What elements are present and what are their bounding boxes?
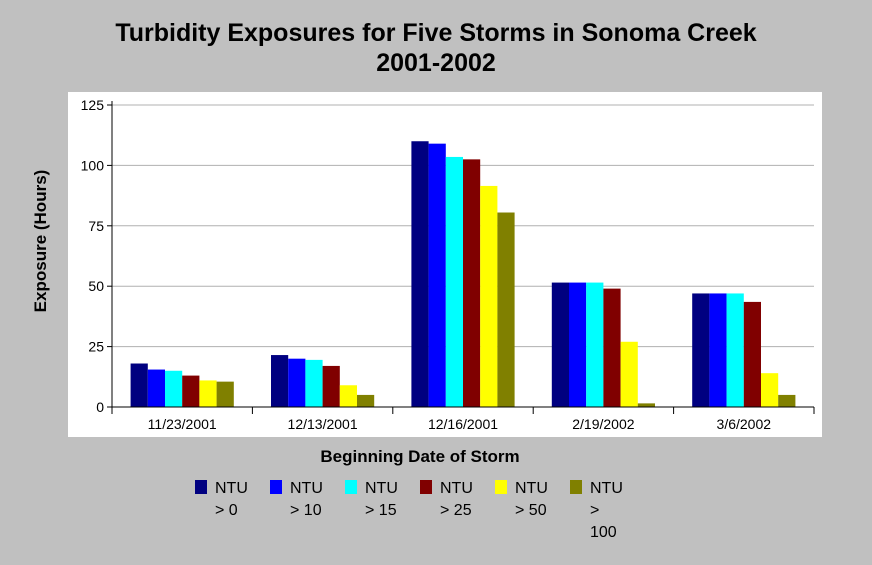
bar [182, 375, 200, 407]
chart-title-line: Turbidity Exposures for Five Storms in S… [115, 19, 757, 47]
legend-swatch [270, 480, 282, 494]
legend-label-line: NTU [215, 480, 248, 497]
bar [305, 359, 323, 407]
bar [637, 403, 655, 407]
legend-swatch [420, 480, 432, 494]
bar [692, 293, 710, 407]
x-tick-label: 12/13/2001 [288, 416, 358, 432]
bar [743, 301, 761, 407]
y-tick-label: 125 [81, 97, 105, 113]
bar [445, 156, 463, 407]
bar [463, 159, 481, 407]
bar [428, 143, 446, 407]
legend-label: NTU > 25 [440, 478, 486, 522]
bar [761, 373, 779, 407]
legend-label-line: 100 [590, 524, 617, 541]
y-axis-label: Exposure (Hours) [31, 169, 50, 313]
legend-item: NTU > 50 [493, 478, 563, 544]
legend-label: NTU > 0 [215, 478, 261, 522]
bar [199, 380, 217, 407]
legend-label-line: > 10 [290, 502, 322, 519]
legend-label-line: NTU [590, 480, 623, 497]
legend-item: NTU > 25 [418, 478, 488, 544]
legend-swatch [195, 480, 207, 494]
chart-svg: 0 25 50 75 100 125 11/23/2001 12/13/2001 12/16/2… [81, 97, 815, 432]
bar [620, 341, 638, 407]
legend: NTU > 0 NTU > 10 NTU > 15 NTU > 25 NTU > 50 NTU >10… [193, 478, 653, 548]
bar [603, 288, 621, 407]
legend-swatch [570, 480, 582, 494]
bar [165, 370, 183, 407]
y-tick-label: 0 [96, 399, 104, 415]
y-tick-label: 75 [88, 218, 104, 234]
bar [357, 394, 375, 407]
bar [709, 293, 727, 407]
bar [411, 141, 429, 408]
legend-label-line: NTU [515, 480, 548, 497]
legend-label-line: NTU [365, 480, 398, 497]
bar [497, 212, 515, 407]
legend-label: NTU >100 [590, 478, 636, 544]
bar [130, 363, 148, 407]
chart-subtitle-line: 2001-2002 [376, 49, 496, 77]
bar [271, 355, 289, 407]
bar [586, 282, 604, 407]
x-tick-label: 11/23/2001 [148, 416, 217, 432]
legend-label-line: > 25 [440, 502, 472, 519]
legend-item: NTU >100 [568, 478, 638, 544]
legend-label-line: NTU [440, 480, 473, 497]
y-tick-label: 100 [81, 157, 105, 173]
legend-swatch [345, 480, 357, 494]
legend-label-line: > 0 [215, 502, 238, 519]
legend-label-line: NTU [290, 480, 323, 497]
bar [322, 365, 340, 407]
x-tick-label: 3/6/2002 [717, 416, 772, 432]
legend-label: NTU > 50 [515, 478, 561, 522]
legend-label: NTU > 15 [365, 478, 411, 522]
bar [569, 282, 587, 407]
legend-swatch [495, 480, 507, 494]
chart-title: Turbidity Exposures for Five Storms in S… [0, 18, 872, 78]
bar [778, 394, 796, 407]
legend-label-line: > 50 [515, 502, 547, 519]
x-axis-label: Beginning Date of Storm [320, 447, 520, 466]
bar [551, 282, 569, 407]
legend-item: NTU > 0 [193, 478, 263, 544]
y-tick-label: 25 [88, 339, 104, 355]
y-tick-label: 50 [88, 278, 104, 294]
bar [339, 385, 357, 407]
bar [147, 369, 165, 407]
x-tick-label: 2/19/2002 [572, 416, 634, 432]
legend-item: NTU > 15 [343, 478, 413, 544]
plot-panel: 0 25 50 75 100 125 11/23/2001 12/13/2001 12/16/2… [68, 92, 822, 437]
bar [216, 381, 234, 407]
x-tick-label: 12/16/2001 [428, 416, 498, 432]
legend-label-line: > 15 [365, 502, 397, 519]
bar [726, 293, 744, 407]
legend-item: NTU > 10 [268, 478, 338, 544]
legend-label-line: > [590, 502, 600, 519]
legend-label: NTU > 10 [290, 478, 336, 522]
bar [288, 358, 306, 407]
bar [480, 185, 498, 407]
